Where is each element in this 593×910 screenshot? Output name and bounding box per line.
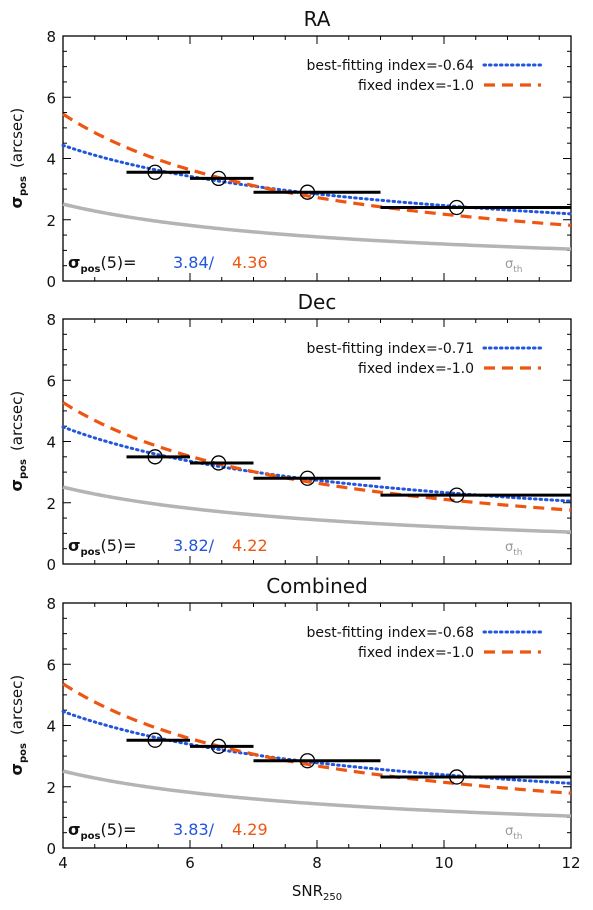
bin-marker <box>147 449 163 465</box>
bin-marker <box>449 769 465 785</box>
series-line-dotted <box>61 709 573 785</box>
bin-marker <box>299 184 316 200</box>
y-tick-label: 8 <box>46 311 56 329</box>
sigma5-subscript: pos <box>80 831 100 842</box>
sigma5-fixed-value: 4.36 <box>232 253 268 272</box>
bin-marker <box>299 753 316 769</box>
y-tick-label: 6 <box>46 656 56 674</box>
legend-label: best-fitting index=-0.64 <box>307 58 475 74</box>
series-line-dotted <box>61 425 573 503</box>
series-line-solid <box>62 769 572 818</box>
panel-title: Combined <box>266 574 368 598</box>
sigma5-label: σpos(5)= <box>68 253 137 275</box>
bin-marker <box>210 738 227 754</box>
sigma-th-subscript: th <box>513 832 522 842</box>
x-axis-label: SNR250 <box>292 882 342 903</box>
series-line-dashed <box>62 682 572 795</box>
bin-marker <box>299 470 316 486</box>
bin-marker <box>210 455 227 471</box>
y-tick-label: 0 <box>46 840 56 858</box>
panel-title: Dec <box>298 290 337 314</box>
series-line-dashed <box>62 401 572 512</box>
bin-marker <box>449 487 465 503</box>
y-axis-unit: (arcsec) <box>8 391 26 451</box>
y-tick-label: 6 <box>46 372 56 390</box>
y-axis-label: σpos(arcsec) <box>7 391 29 492</box>
sigma5-fixed-value: 4.29 <box>232 820 268 839</box>
sigma5-tail: (5)= <box>100 820 136 839</box>
y-tick-label: 2 <box>46 212 56 230</box>
x-tick-label: 6 <box>185 854 195 872</box>
sigma5-label: σpos(5)= <box>68 820 137 842</box>
series-line-solid <box>62 485 572 534</box>
x-axis-label-subscript: 250 <box>323 892 342 903</box>
bin-marker <box>147 732 163 748</box>
y-tick-label: 8 <box>46 28 56 46</box>
series-line-solid <box>62 202 572 251</box>
y-axis-label-subscript: pos <box>18 459 29 479</box>
y-axis-label: σpos(arcsec) <box>7 675 29 776</box>
y-axis-label: σpos(arcsec) <box>7 108 29 209</box>
sigma-th-label: σth <box>505 824 522 842</box>
sigma-th-subscript: th <box>513 265 522 275</box>
panel-title: RA <box>304 7 331 31</box>
y-tick-label: 2 <box>46 495 56 513</box>
y-axis-label-subscript: pos <box>18 176 29 196</box>
bin-marker <box>449 199 465 216</box>
y-axis-label-subscript: pos <box>18 743 29 763</box>
legend-label: best-fitting index=-0.68 <box>307 625 475 641</box>
y-tick-label: 8 <box>46 595 56 613</box>
y-tick-label: 4 <box>46 151 56 169</box>
legend-label: best-fitting index=-0.71 <box>307 341 475 357</box>
sigma5-fixed-value: 4.22 <box>232 536 268 555</box>
x-tick-label: 8 <box>312 854 322 872</box>
series-line-dotted <box>61 143 573 216</box>
y-tick-label: 4 <box>46 434 56 452</box>
sigma-th-label: σth <box>505 540 522 558</box>
legend-label: fixed index=-1.0 <box>358 361 474 377</box>
sigma5-best-value: 3.83/ <box>173 820 215 839</box>
y-tick-label: 4 <box>46 718 56 736</box>
series-line-dashed <box>62 112 572 227</box>
sigma5-label: σpos(5)= <box>68 536 137 558</box>
y-tick-label: 6 <box>46 89 56 107</box>
x-tick-label: 10 <box>434 854 453 872</box>
sigma5-best-value: 3.82/ <box>173 536 215 555</box>
legend-label: fixed index=-1.0 <box>358 645 474 661</box>
sigma5-subscript: pos <box>80 547 100 558</box>
x-tick-label: 4 <box>58 854 68 872</box>
sigma-th-subscript: th <box>513 548 522 558</box>
y-axis-unit: (arcsec) <box>8 675 26 735</box>
y-tick-label: 0 <box>46 556 56 574</box>
sigma-th-label: σth <box>505 257 522 275</box>
bin-marker <box>147 164 163 180</box>
bin-marker <box>210 170 227 187</box>
sigma5-best-value: 3.84/ <box>173 253 215 272</box>
sigma5-tail: (5)= <box>100 253 136 272</box>
y-axis-unit: (arcsec) <box>8 108 26 168</box>
y-tick-label: 0 <box>46 273 56 291</box>
x-tick-label: 12 <box>561 854 580 872</box>
legend-label: fixed index=-1.0 <box>358 78 474 94</box>
y-tick-label: 2 <box>46 779 56 797</box>
sigma5-subscript: pos <box>80 264 100 275</box>
sigma5-tail: (5)= <box>100 536 136 555</box>
